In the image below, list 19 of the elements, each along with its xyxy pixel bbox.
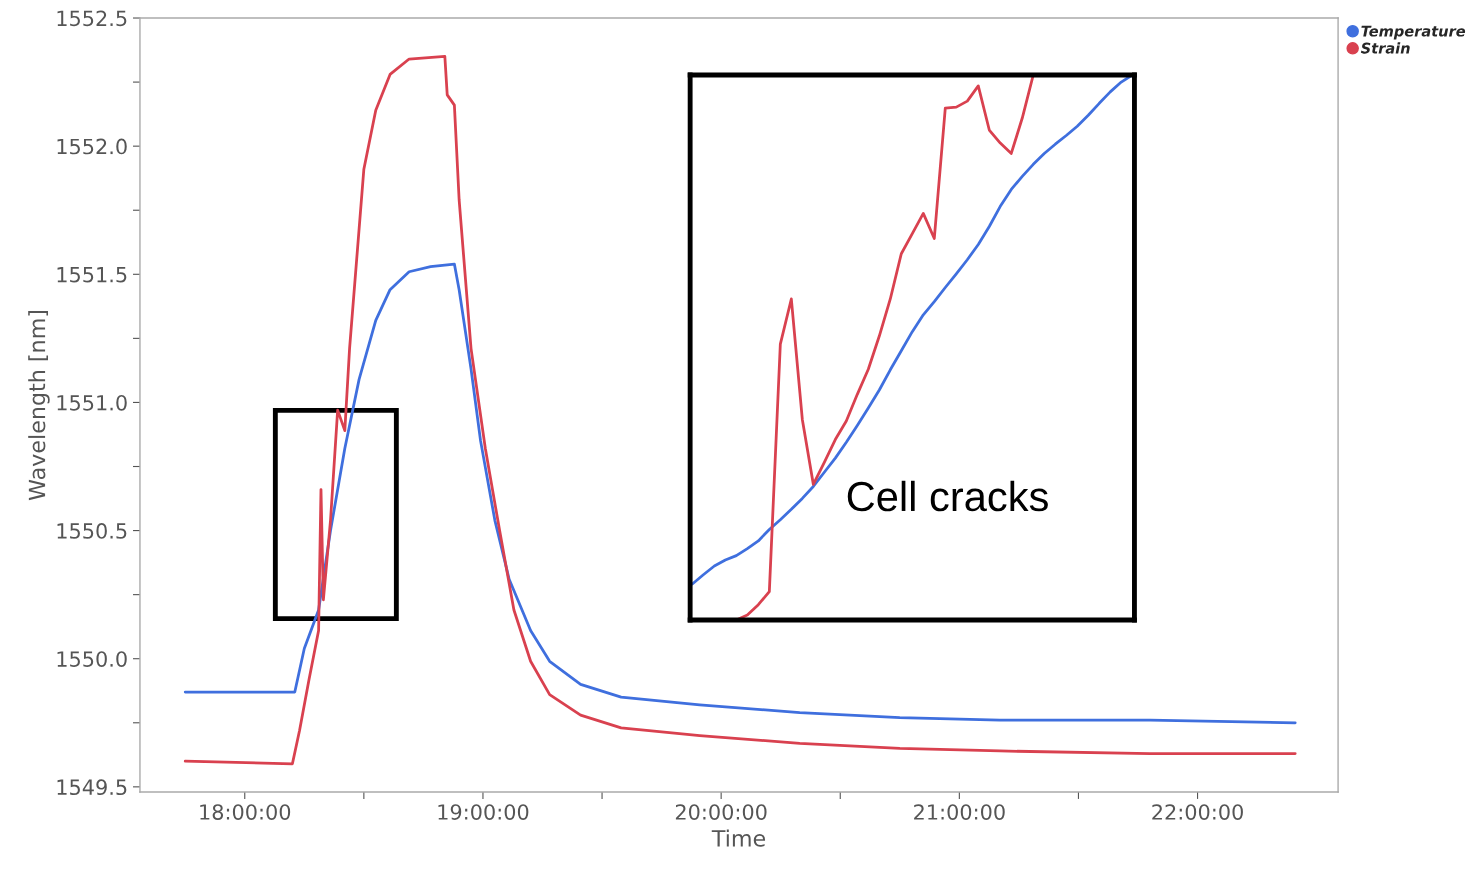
x-tick-label: 20:00:00 (675, 804, 767, 820)
y-tick-label: 1551.5 (57, 267, 127, 283)
x-axis-title: Time (711, 829, 766, 847)
x-tick-label: 21:00:00 (914, 804, 1005, 820)
y-tick-label: 1551.0 (57, 394, 127, 411)
y-tick-label: 1550.0 (57, 651, 127, 667)
x-tick-label: 18:00:00 (200, 804, 291, 820)
legend-label: Strain (1360, 42, 1410, 54)
line-series (183, 262, 1297, 725)
y-axis-title: Wavelength [nm] (28, 310, 50, 501)
line-series (183, 55, 1297, 766)
y-tick-label: 1549.5 (57, 779, 127, 796)
x-tick-label: 19:00:00 (438, 804, 529, 820)
y-tick-label: 1550.5 (57, 523, 127, 539)
legend-label: Temperature (1361, 25, 1466, 40)
x-tick-label: 22:00:00 (1152, 804, 1243, 820)
annotation: Cell cracks (847, 480, 1048, 512)
y-tick-label: 1552.5 (57, 10, 127, 27)
y-tick-label: 1552.0 (57, 138, 127, 155)
